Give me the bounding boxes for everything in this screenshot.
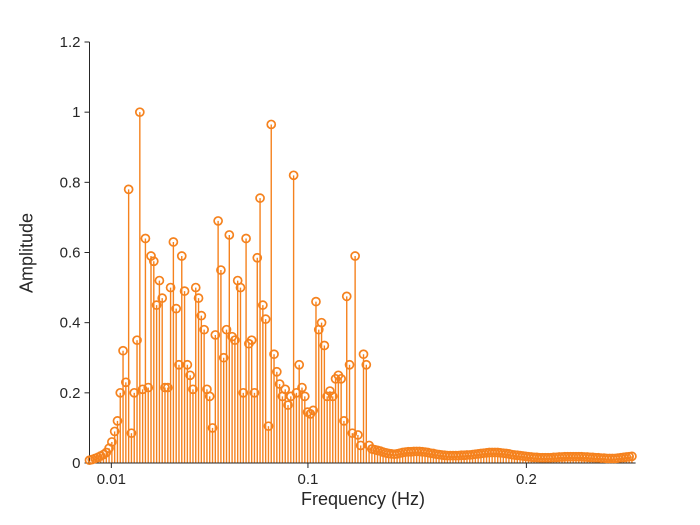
x-tick-label: 0.01: [97, 471, 126, 488]
stem-marker: [358, 349, 369, 360]
stem-marker: [319, 340, 330, 351]
stem-marker: [199, 324, 209, 335]
stem-marker: [336, 373, 346, 384]
stem-marker: [230, 335, 240, 346]
stem-marker: [249, 387, 260, 398]
y-tick-label: 0: [72, 455, 80, 472]
stem-marker: [120, 377, 131, 388]
stem-marker: [204, 391, 215, 402]
stem-marker: [134, 107, 145, 118]
stem-marker: [218, 352, 229, 363]
stem-marker: [146, 251, 156, 261]
stem-marker: [299, 391, 310, 402]
y-tick-label: 0.6: [60, 245, 81, 262]
stem-marker: [162, 382, 173, 393]
stem-marker: [260, 314, 271, 325]
stem-marker: [207, 423, 218, 433]
stem-marker: [271, 366, 282, 377]
stem-marker: [176, 251, 187, 261]
stem-marker: [224, 230, 235, 240]
stem-marker: [137, 384, 148, 395]
stem-marker: [171, 303, 182, 314]
y-axis-label: Amplitude: [16, 212, 37, 294]
stem-marker: [188, 384, 198, 395]
stem-marker: [327, 391, 338, 402]
stem-marker: [269, 349, 279, 360]
stem-marker: [297, 382, 307, 393]
stem-marker: [193, 293, 204, 303]
stem-marker: [112, 416, 123, 426]
stem-marker: [266, 119, 277, 130]
stem-marker: [210, 330, 221, 340]
stem-marker: [341, 291, 352, 302]
stem-marker: [109, 426, 120, 437]
stem-marker: [235, 282, 246, 293]
stem-marker: [344, 359, 355, 370]
stem-marker: [238, 387, 249, 398]
stem-marker: [168, 237, 179, 247]
stem-marker: [132, 335, 142, 346]
stem-marker: [129, 387, 140, 398]
stem-marker: [255, 193, 265, 203]
stem-marker: [353, 430, 363, 440]
y-tick-label: 0.2: [60, 385, 81, 402]
stem-marker: [221, 324, 232, 335]
stem-marker: [361, 359, 372, 370]
stem-marker: [160, 382, 170, 393]
y-tick-label: 0.4: [60, 315, 81, 332]
stem-marker: [308, 405, 319, 416]
stem-marker: [263, 421, 274, 432]
stem-marker: [107, 437, 117, 447]
stem-marker: [311, 296, 321, 307]
y-tick-label: 1.2: [60, 34, 81, 51]
stem-marker: [325, 386, 335, 396]
stem-marker: [165, 282, 176, 293]
stem-marker: [283, 400, 293, 410]
x-axis-label: Frequency (Hz): [300, 489, 426, 509]
stem-marker: [241, 233, 251, 244]
stem-marker: [179, 286, 190, 296]
stem-marker: [339, 416, 349, 426]
stem-marker: [157, 293, 168, 303]
stem-marker: [140, 233, 151, 244]
stem-marker: [190, 282, 201, 293]
stem-marker: [291, 387, 302, 398]
stem-marker: [216, 265, 226, 275]
stem-marker: [322, 391, 333, 402]
stem-marker: [115, 387, 126, 398]
stem-marker: [627, 451, 637, 462]
stem-marker: [347, 428, 358, 439]
stem-marker: [182, 359, 193, 370]
stem-marker: [274, 379, 285, 389]
stem-marker: [258, 300, 268, 310]
stem-marker: [288, 170, 299, 181]
stem-marker: [213, 216, 223, 226]
stem-marker: [143, 382, 154, 393]
x-tick-label: 0.2: [516, 471, 537, 488]
stem-marker: [126, 428, 137, 439]
stem-marker: [196, 310, 207, 321]
stem-marker: [252, 252, 263, 263]
stem-marker: [246, 335, 257, 346]
stem-marker: [148, 256, 159, 267]
y-tick-label: 1: [72, 104, 80, 121]
stem-marker: [118, 345, 128, 356]
stem-marker: [294, 359, 305, 370]
stem-marker: [350, 251, 360, 261]
stem-marker: [154, 275, 165, 286]
stem-marker: [185, 370, 196, 381]
stem-marker: [123, 184, 134, 195]
stem-marker: [280, 384, 291, 395]
stem-marker: [316, 317, 327, 328]
x-tick-label: 0.1: [298, 471, 319, 488]
stem-marker: [151, 300, 162, 310]
y-tick-label: 0.8: [60, 174, 81, 191]
